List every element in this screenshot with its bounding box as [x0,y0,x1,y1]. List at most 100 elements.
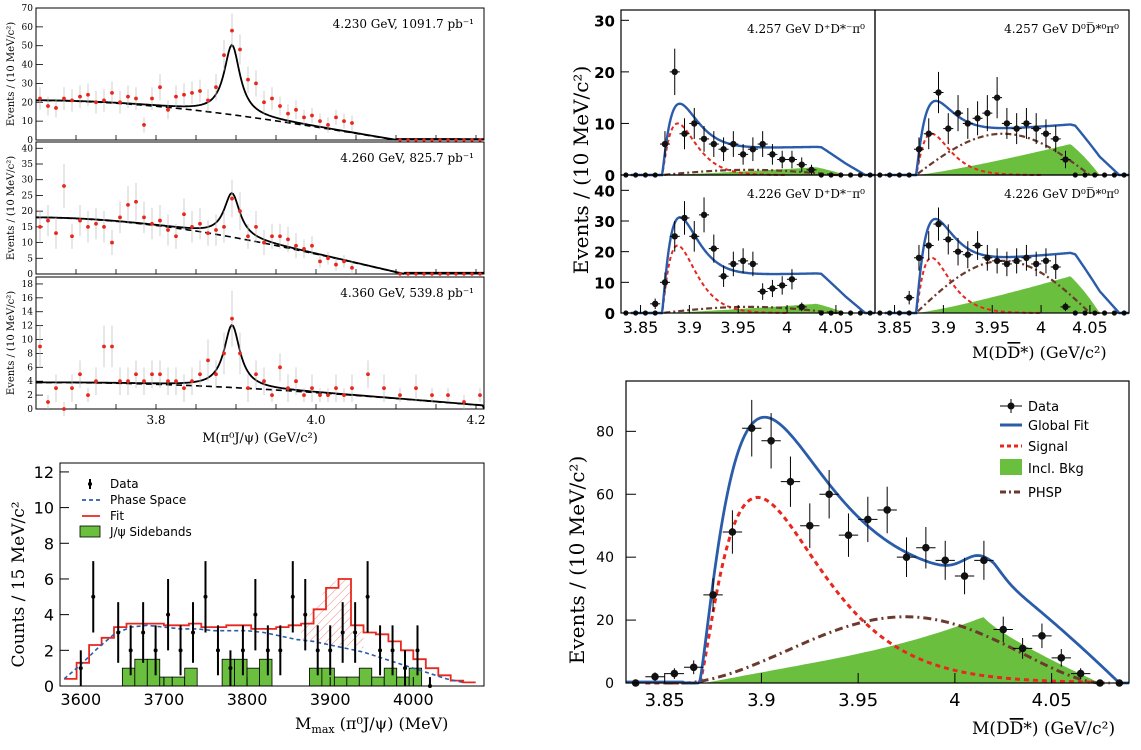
data-point-zero [470,272,474,276]
data-point [778,156,786,163]
y-tick-label: 12 [22,322,33,332]
y-tick-label: 0 [27,136,33,146]
panel-frame [59,462,485,687]
data-point [1023,120,1030,127]
data-point [94,379,98,384]
y-tick-label: 18 [22,280,34,290]
data-point [286,237,290,242]
data-point [78,218,82,223]
data-point [382,386,386,391]
data-point [353,630,358,635]
data-point [262,240,266,245]
data-point [730,140,737,148]
y-tick-label: 16 [22,294,34,304]
data-point [166,107,170,112]
data-point-zero [438,272,442,276]
grid-panel-2: 0 10 20 30 40 3.85 3.9 3.95 4 4.05 4.226 GeV D⁺D*⁻… [594,174,876,337]
data-point [270,393,274,398]
data-point [166,228,170,232]
data-point [681,214,688,222]
data-point [905,294,913,301]
y-tick-label: 0 [27,270,33,280]
x-tick-label: 3.95 [720,318,756,337]
x-tick-label: 4 [1036,318,1046,337]
data-point [86,224,90,229]
data-point [134,199,138,204]
data-point [403,666,408,671]
data-point [222,224,226,229]
data-point [158,218,162,223]
x-tick-label: 4.05 [818,318,854,337]
data-point [1052,263,1059,271]
data-point [278,365,282,370]
data-point [118,379,122,384]
data-point [150,221,154,226]
x-tick-label: 3700 [144,690,185,709]
data-point [326,256,330,261]
data-point [270,234,274,239]
sideband-bar [234,658,248,687]
data-point [294,107,298,112]
data-point [142,215,146,220]
data-point [935,220,942,228]
sideband-bar [321,667,335,687]
data-point [182,386,186,391]
data-point-zero [430,138,434,142]
data-point [190,90,194,95]
legend: Data Global Fit Signal Incl. Bkg PHSP [1000,399,1089,501]
data-point [365,594,370,599]
y-tick-label: 10 [594,274,615,292]
data-point [328,648,333,653]
data-point [38,344,42,349]
data-point [350,386,354,391]
data-point [174,234,178,239]
data-point [78,666,83,671]
x-tick-label: 4.05 [1032,690,1072,711]
data-point [342,393,346,398]
data-point [70,98,74,103]
data-point [110,240,114,245]
y-tick-label: 35 [22,160,34,170]
data-point [222,53,226,58]
data-point [198,221,202,226]
data-point [62,184,66,188]
y-tick-label: 30 [22,176,34,186]
data-point [230,28,234,33]
data-point [126,379,130,384]
data-point [253,612,258,617]
data-point [945,236,952,243]
global-fit-curve [626,415,1129,685]
y-tick-label: 20 [22,98,34,108]
data-point [62,96,66,101]
data-point [158,85,162,90]
y-tick-label: 60 [596,487,614,503]
data-point [941,556,950,565]
y-tick-label: 0 [605,167,615,185]
x-axis-label-bar: D [1007,343,1020,362]
data-point-zero [414,272,418,276]
signal-hatched-area [301,578,364,649]
y-tick-label: 20 [594,244,615,262]
y-tick-label: 5 [27,254,33,264]
data-point [198,89,202,93]
legend-label-signal: Signal [1028,440,1068,455]
data-point [118,100,122,105]
data-point [310,386,314,391]
data-point [798,161,805,168]
data-point [769,285,776,292]
y-tick-label: 0 [27,405,33,415]
data-point [326,393,330,398]
data-point [142,379,146,384]
data-point [730,260,737,268]
x-axis-label-bar: D [1010,719,1024,739]
grid-panel-0: 0 10 20 30 4.257 GeV D⁺D*⁻π⁰ [594,9,876,185]
data-point [390,648,395,653]
data-point [710,140,718,148]
x-tick-label: 3.9 [931,318,956,337]
x-axis-label-tail: (π⁰J/ψ) (MeV) [335,714,449,733]
y-tick-label: 4 [27,377,33,387]
legend-sideband-swatch [79,525,101,538]
y-tick-label: 40 [594,182,615,200]
data-point [178,648,183,653]
